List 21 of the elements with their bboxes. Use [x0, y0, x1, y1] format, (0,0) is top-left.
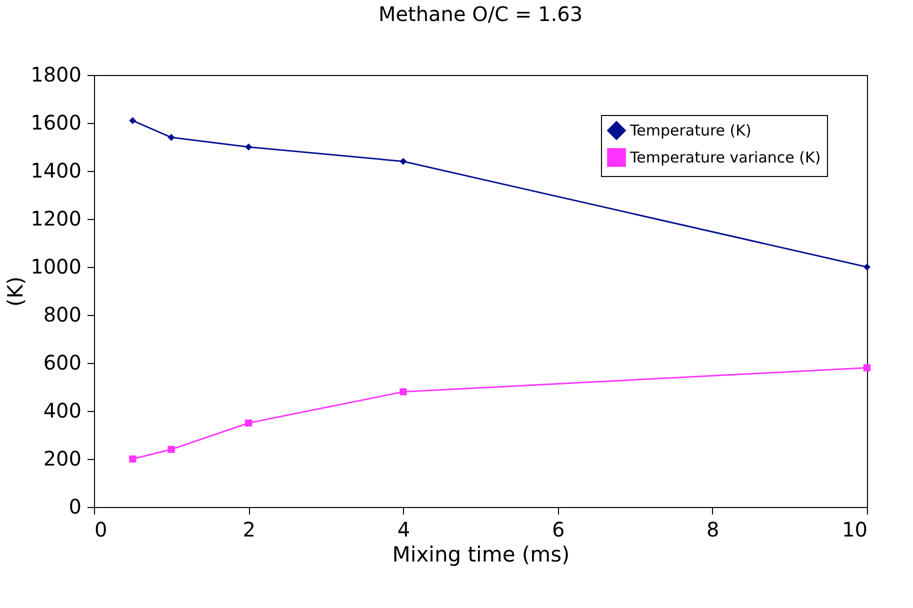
x-tick-label: 0	[94, 518, 108, 542]
x-tick-label: 6	[552, 518, 565, 542]
legend-label: Temperature (K)	[629, 122, 752, 140]
y-tick-label: 800	[43, 302, 82, 326]
y-tick-label: 600	[43, 350, 82, 374]
legend-label: Temperature variance (K)	[629, 148, 821, 166]
y-axis-title: (K)	[4, 276, 28, 307]
x-tick-label: 4	[397, 518, 410, 542]
x-tick-label: 2	[242, 518, 256, 542]
y-tick-label: 1400	[30, 158, 82, 182]
y-tick-label: 1000	[30, 254, 82, 278]
x-tick-label: 8	[706, 518, 720, 542]
y-tick-label: 400	[43, 398, 82, 422]
x-axis-title: Mixing time (ms)	[392, 542, 570, 566]
y-tick-label: 200	[43, 446, 82, 470]
y-tick-label: 1600	[30, 110, 82, 134]
chart-title: Methane O/C = 1.63	[378, 2, 583, 26]
y-tick-label: 1800	[30, 62, 82, 86]
x-tick-label: 10	[842, 518, 868, 542]
y-tick-label: 0	[68, 494, 82, 518]
y-tick-label: 1200	[30, 206, 82, 230]
